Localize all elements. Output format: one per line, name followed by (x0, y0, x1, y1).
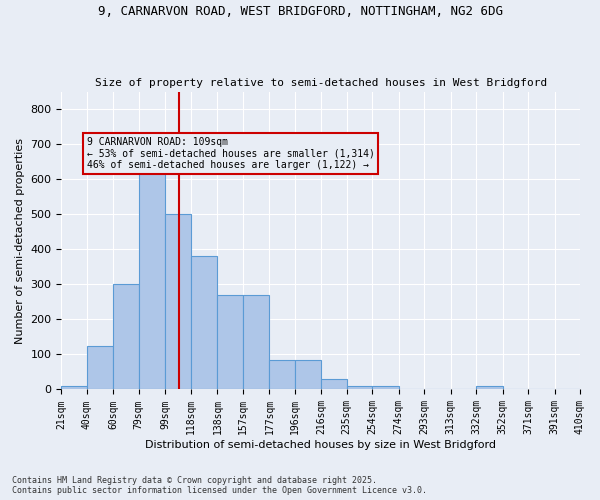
Bar (113, 284, 139, 390)
Bar (191, 256, 217, 390)
Bar (61, 386, 87, 390)
Bar (476, 386, 503, 390)
Y-axis label: Number of semi-detached properties: Number of semi-detached properties (15, 138, 25, 344)
Title: Size of property relative to semi-detached houses in West Bridgford: Size of property relative to semi-detach… (95, 78, 547, 88)
Bar (269, 360, 295, 390)
Bar (139, 168, 166, 390)
Bar (243, 295, 269, 390)
Bar (322, 379, 347, 390)
Bar (217, 295, 243, 390)
X-axis label: Distribution of semi-detached houses by size in West Bridgford: Distribution of semi-detached houses by … (145, 440, 496, 450)
Text: 9, CARNARVON ROAD, WEST BRIDGFORD, NOTTINGHAM, NG2 6DG: 9, CARNARVON ROAD, WEST BRIDGFORD, NOTTI… (97, 5, 503, 18)
Text: 9 CARNARVON ROAD: 109sqm
← 53% of semi-detached houses are smaller (1,314)
46% o: 9 CARNARVON ROAD: 109sqm ← 53% of semi-d… (87, 137, 374, 170)
Bar (166, 214, 191, 390)
Bar (347, 386, 372, 390)
Bar (295, 360, 322, 390)
Bar (372, 386, 398, 390)
Bar (87, 346, 113, 390)
Text: Contains HM Land Registry data © Crown copyright and database right 2025.
Contai: Contains HM Land Registry data © Crown c… (12, 476, 427, 495)
